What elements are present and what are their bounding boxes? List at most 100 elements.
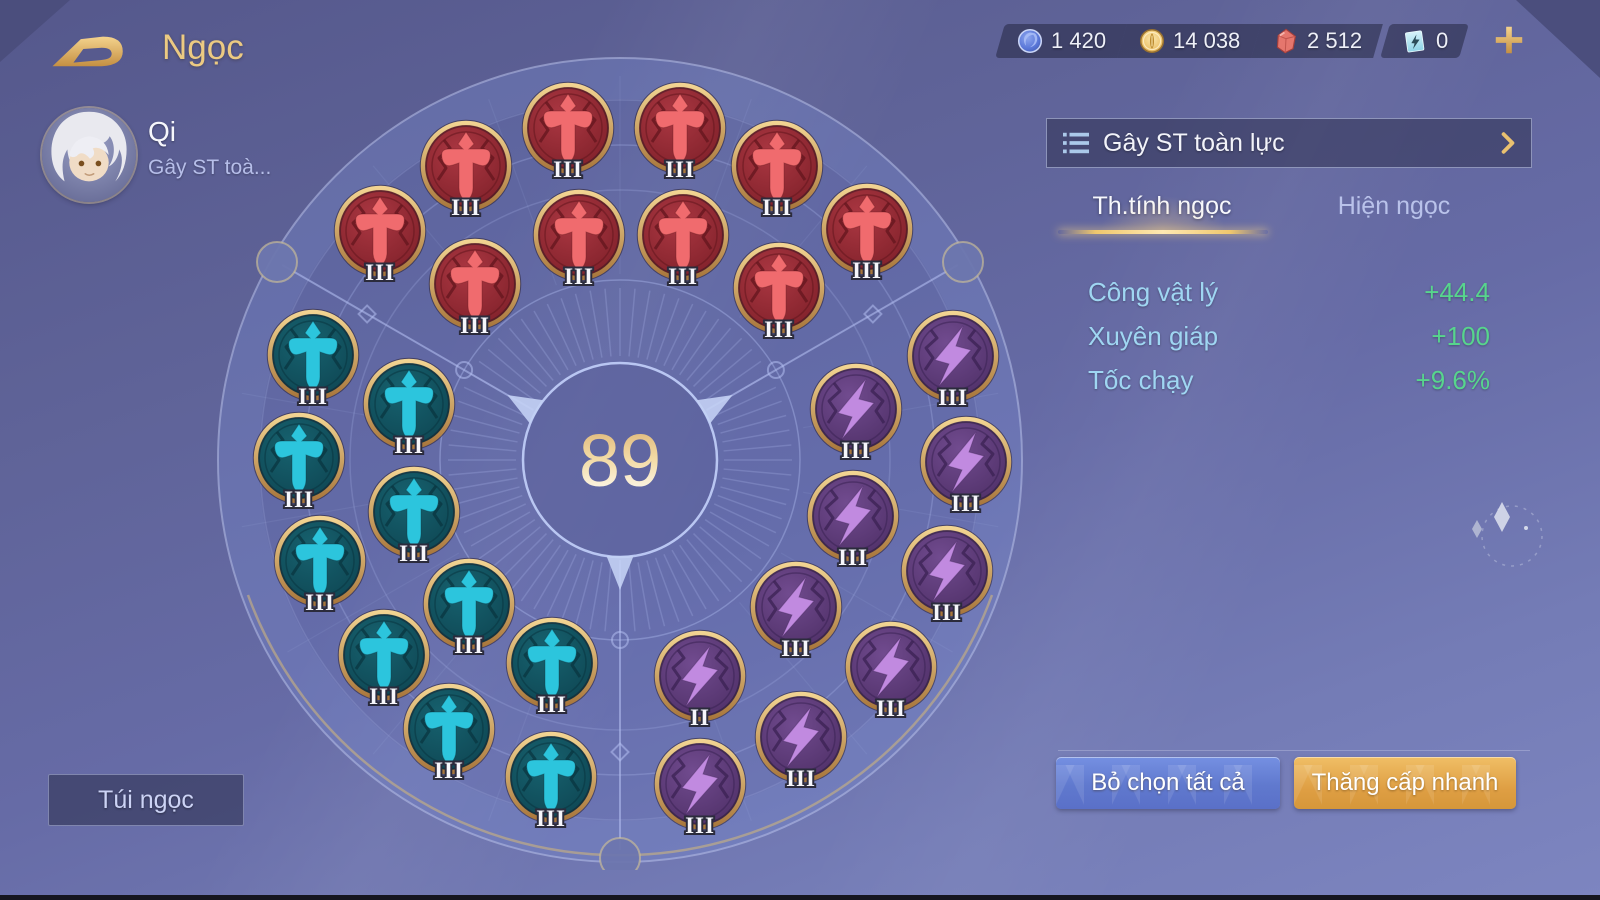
gem-purple[interactable]: III [919,415,1013,518]
chevron-right-icon [1501,132,1515,154]
deselect-all-button[interactable]: Bỏ chọn tất cả [1056,757,1280,809]
stat-row: Tốc chạy +9.6% [1088,360,1490,400]
back-button[interactable] [50,24,124,74]
sector-divider-lines [281,264,959,850]
rim-knobs [256,241,984,870]
sword-icon [526,742,576,814]
coin-icon [1140,28,1165,54]
gem-teal[interactable]: III [266,308,360,411]
corner-decoration-top-left [0,0,70,62]
sword-icon [355,196,405,268]
gem-red[interactable]: III [419,119,513,222]
gem-purple[interactable]: III [900,524,994,627]
panel-divider [1058,750,1530,751]
sword-icon [359,620,409,692]
currency-blue-essence: 1 420 [995,24,1127,58]
sword-icon [424,694,474,766]
stat-row: Công vật lý +44.4 [1088,272,1490,312]
gem-teal[interactable]: III [273,514,367,617]
gem-level: III [764,317,794,342]
rune-page-selector[interactable]: Gây ST toàn lực [1046,118,1532,168]
gem-level: III [932,600,962,625]
currency-ruby: 2 512 [1251,24,1384,58]
sparkle-decoration [1472,502,1543,567]
gem-red[interactable]: III [633,81,727,184]
avatar[interactable] [42,108,136,202]
gem-level: III [284,487,314,512]
stat-value: +44.4 [1424,276,1490,307]
gem-red[interactable]: III [333,184,427,287]
sword-icon [288,320,338,392]
gem-level: III [685,813,715,838]
sword-icon [527,628,577,700]
bolt-icon [934,325,972,387]
gem-teal[interactable]: III [337,608,431,711]
gem-purple[interactable]: III [906,309,1000,412]
back-arrow-icon [52,36,123,67]
gem-red[interactable]: III [820,182,914,285]
gem-bag-button[interactable]: Túi ngọc [48,774,244,826]
gem-red[interactable]: III [636,188,730,291]
gem-teal[interactable]: III [505,616,599,719]
gem-level: II [690,705,710,730]
gem-teal[interactable]: III [422,557,516,660]
bolt-icon [837,378,875,440]
active-tab-underline [1058,230,1268,234]
gem-red[interactable]: III [428,237,522,340]
stat-value: +100 [1431,320,1490,351]
gem-level: III [305,590,335,615]
currency-value: 0 [1436,28,1449,53]
gem-purple[interactable]: II [653,629,747,732]
page-title: Ngọc [162,28,244,67]
gem-teal[interactable]: III [367,465,461,568]
gem-teal[interactable]: III [362,357,456,460]
sword-icon [389,477,439,549]
gem-level: III [399,541,429,566]
gem-purple[interactable]: III [653,737,747,840]
gem-level: III [553,157,583,182]
gem-purple[interactable]: III [754,690,848,793]
gem-teal[interactable]: III [504,730,598,833]
quick-upgrade-button[interactable]: Thăng cấp nhanh [1294,757,1516,809]
currency-gold: 14 038 [1117,24,1262,58]
currency-value: 1 420 [1051,28,1107,53]
stat-row: Xuyên giáp +100 [1088,316,1490,356]
list-icon [1063,132,1089,154]
ruby-icon [1277,28,1297,54]
gem-level: III [786,766,816,791]
gem-purple[interactable]: III [844,620,938,723]
ticket-icon [1405,30,1425,53]
gem-teal[interactable]: III [252,411,346,514]
stat-label: Tốc chạy [1088,364,1194,395]
bolt-icon [681,645,719,707]
gem-purple[interactable]: III [749,560,843,663]
currency-ticket: 0 [1380,24,1470,58]
gem-level: III [781,636,811,661]
gem-red[interactable]: III [532,188,626,291]
currency-value: 14 038 [1173,28,1241,53]
gem-purple[interactable]: III [806,469,900,572]
gem-red[interactable]: III [521,81,615,184]
sword-icon [444,569,494,641]
gem-level: III [394,433,424,458]
stat-value: +9.6% [1415,364,1490,395]
sword-icon [554,200,604,272]
bottom-edge-bar [0,895,1600,900]
gem-purple[interactable]: III [809,362,903,465]
gem-red[interactable]: III [732,241,826,344]
gem-teal[interactable]: III [402,682,496,785]
center-spike-decoration [507,395,733,590]
tab-gem-attributes[interactable]: Th.tính ngọc [1052,192,1272,221]
add-currency-button[interactable] [1491,23,1527,59]
gem-red[interactable]: III [730,119,824,222]
bolt-icon [872,636,910,698]
bolt-icon [928,540,966,602]
sword-icon [754,253,804,325]
sword-icon [295,526,345,598]
tab-gem-effects[interactable]: Hiện ngọc [1284,192,1504,221]
selected-gem-count: 89 [579,419,661,502]
currency-bar: 1 420 14 038 2 512 [995,23,1527,59]
currency-value: 2 512 [1307,28,1363,53]
sword-icon [655,93,705,165]
